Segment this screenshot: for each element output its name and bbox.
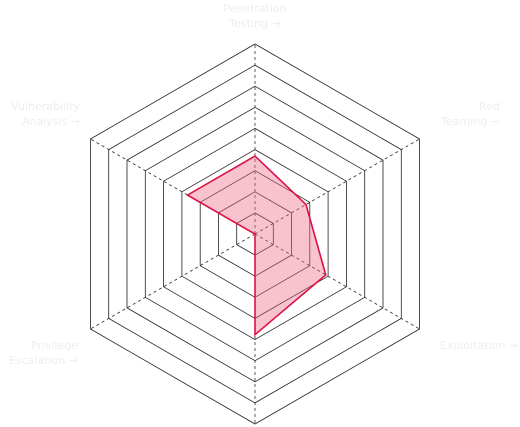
radar-series: [185, 155, 327, 337]
axis-spoke-2: [254, 138, 420, 235]
axis-spoke-5: [90, 233, 256, 330]
series-area-1: [185, 155, 327, 337]
axis-label-4: Privilege Escalation →: [9, 339, 78, 367]
grid-ring-5: [163, 127, 347, 341]
radar-axis-labels: Penetration Testing → Red Teaming → Exploita…: [9, 2, 518, 367]
axis-label-3: Exploitation →: [440, 339, 518, 352]
axis-spoke-3: [254, 233, 420, 330]
grid-ring-7: [126, 85, 384, 383]
axis-label-1: Penetration Testing →: [223, 2, 286, 30]
axis-label-2: Red Teaming →: [440, 100, 500, 128]
grid-ring-9: [90, 43, 420, 425]
axis-label-5: Vulnerability Analysis →: [11, 100, 80, 128]
